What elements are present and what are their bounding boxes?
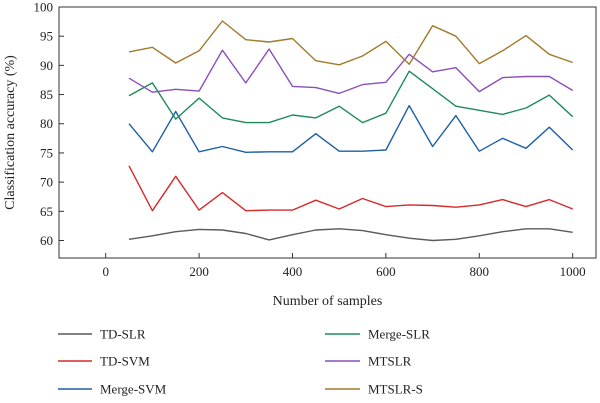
y-tick-label: 90 [40,58,53,73]
series-line-td-svm [128,165,573,212]
y-tick-label: 70 [40,175,53,190]
series-lines [128,20,574,242]
y-axis-ticks: 60 65 70 75 80 85 90 95 100 [34,0,64,248]
legend-label-td-svm: TD-SVM [100,354,150,369]
series-line-td-slr [128,228,573,242]
series-line-merge-svm [128,104,574,154]
series-line-mtslr [128,48,574,95]
x-tick-label: 1000 [560,264,586,279]
y-axis-title: Classification accuracy (%) [3,55,18,210]
legend: TD-SLR TD-SVM Merge-SVM Merge-SLR MTSLR MTSLR… [58,327,430,397]
legend-label-td-slr: TD-SLR [100,327,146,342]
y-tick-label: 80 [40,116,53,131]
y-tick-label: 75 [40,145,53,160]
y-tick-label: 85 [40,87,53,102]
x-tick-label: 0 [102,264,109,279]
plot-frame [58,6,597,259]
y-tick-label: 65 [40,204,53,219]
legend-label-merge-svm: Merge-SVM [100,382,167,397]
x-tick-label: 400 [283,264,303,279]
legend-label-mtslr-s: MTSLR-S [368,382,423,397]
series-line-mtslr-s [128,20,573,66]
legend-label-mtslr: MTSLR [368,354,412,369]
legend-label-merge-slr: Merge-SLR [368,327,430,342]
x-axis-title: Number of samples [273,294,383,309]
x-axis-ticks: 0 200 400 600 800 1000 [102,253,586,279]
x-tick-label: 800 [470,264,490,279]
plot-border [58,6,597,259]
x-tick-label: 600 [376,264,396,279]
y-tick-label: 95 [40,29,53,44]
y-tick-label: 60 [40,233,53,248]
y-tick-label: 100 [34,0,54,15]
x-tick-label: 200 [189,264,209,279]
series-line-merge-slr [128,70,574,124]
